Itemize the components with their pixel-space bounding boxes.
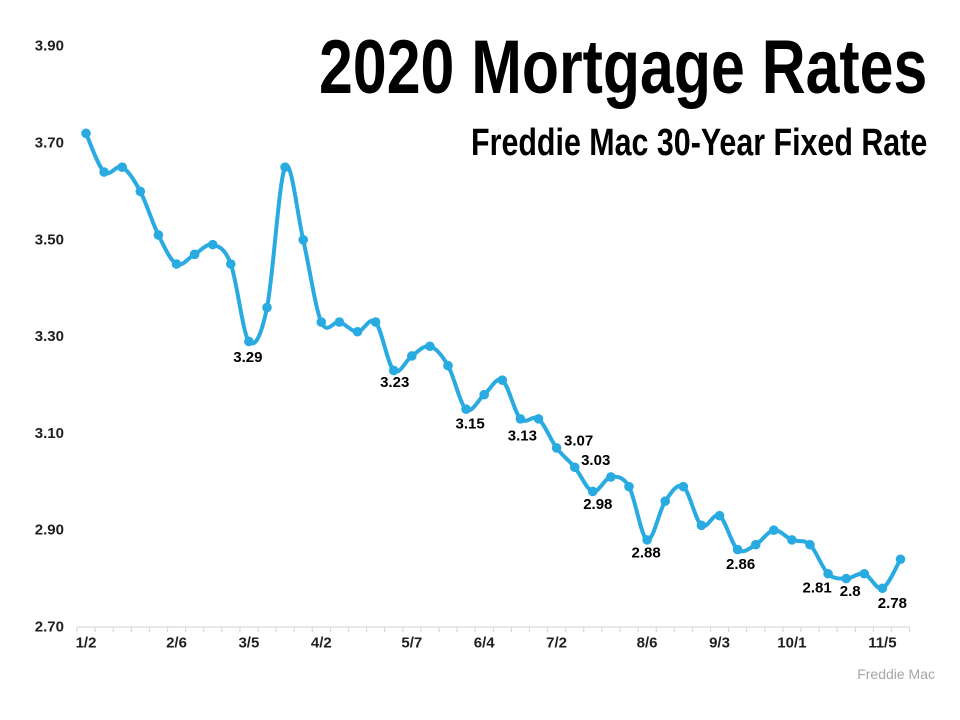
data-point-label: 3.29 [233,349,262,366]
data-point [298,235,309,245]
data-point [769,525,779,535]
data-point [823,568,833,579]
data-point [153,230,164,240]
x-axis-tick-label: 3/5 [238,635,259,652]
data-point [660,496,670,506]
x-axis-tick-label: 10/1 [777,635,806,652]
x-axis-tick-label: 6/4 [474,635,496,652]
x-axis-tick-label: 2/6 [166,635,187,652]
data-point [714,510,725,521]
x-axis-tick-label: 9/3 [709,635,730,652]
data-point-label: 2.88 [631,544,660,561]
x-axis-tick-label: 11/5 [868,635,896,652]
data-point [135,186,146,197]
x-axis-tick-label: 8/6 [637,635,658,652]
data-point [678,481,689,492]
x-axis-tick-label: 7/2 [546,635,567,652]
data-point [877,583,888,594]
data-point-label: 3.03 [581,452,610,469]
page-subtitle: Freddie Mac 30-Year Fixed Rate [470,122,927,164]
data-point [859,568,870,579]
x-axis-tick-label: 4/2 [311,635,332,652]
data-point [805,539,815,550]
data-point [407,351,417,361]
data-point [244,336,254,347]
source-attribution: Freddie Mac [857,666,935,682]
data-point [352,326,363,337]
rate-line-series [84,131,903,591]
data-point-label: 2.86 [726,556,755,573]
data-point [226,259,236,269]
data-point-label: 3.07 [564,432,593,449]
page-title: 2020 Mortgage Rates [318,25,927,110]
data-point [370,317,381,327]
data-point-label: 3.23 [380,374,409,391]
data-point [388,365,399,376]
data-point [425,341,435,352]
y-axis-tick-label: 3.30 [35,328,64,345]
data-point-label: 2.78 [878,595,907,612]
data-point-label: 2.8 [840,583,861,600]
data-point [262,302,272,313]
y-axis-tick-label: 2.90 [35,522,64,539]
data-point [497,375,508,385]
data-point [461,404,471,415]
data-point [117,162,127,172]
x-axis-tick-label: 5/7 [401,635,422,652]
data-point [189,249,200,260]
data-point [624,481,634,492]
y-axis-tick-label: 3.50 [35,231,64,248]
y-axis-tick-label: 2.70 [35,619,64,636]
data-point [515,414,526,424]
data-point [280,162,290,172]
data-point [606,472,616,482]
data-point [787,535,797,545]
data-point [588,486,598,497]
data-point [207,239,218,250]
data-point-label: 3.15 [455,416,484,433]
data-point-label: 2.98 [583,496,612,513]
data-point [732,544,743,555]
data-point [750,539,761,550]
y-axis-tick-label: 3.10 [35,425,64,442]
data-point [696,520,707,531]
data-point-label: 3.13 [508,427,537,444]
data-point [334,317,345,327]
data-point [99,167,109,177]
y-axis-tick-label: 3.90 [35,38,64,55]
data-point [81,128,91,139]
data-point [841,573,851,584]
data-point [479,389,490,400]
data-point [533,414,544,424]
data-point [316,317,327,327]
data-point [443,360,453,371]
data-point [551,443,562,453]
data-point [171,259,182,269]
y-axis-tick-label: 3.70 [35,135,64,152]
x-axis-tick-label: 1/2 [76,635,97,652]
data-point-label: 2.81 [802,579,831,596]
data-point [569,462,580,473]
data-point [642,535,652,545]
data-point [895,554,906,565]
